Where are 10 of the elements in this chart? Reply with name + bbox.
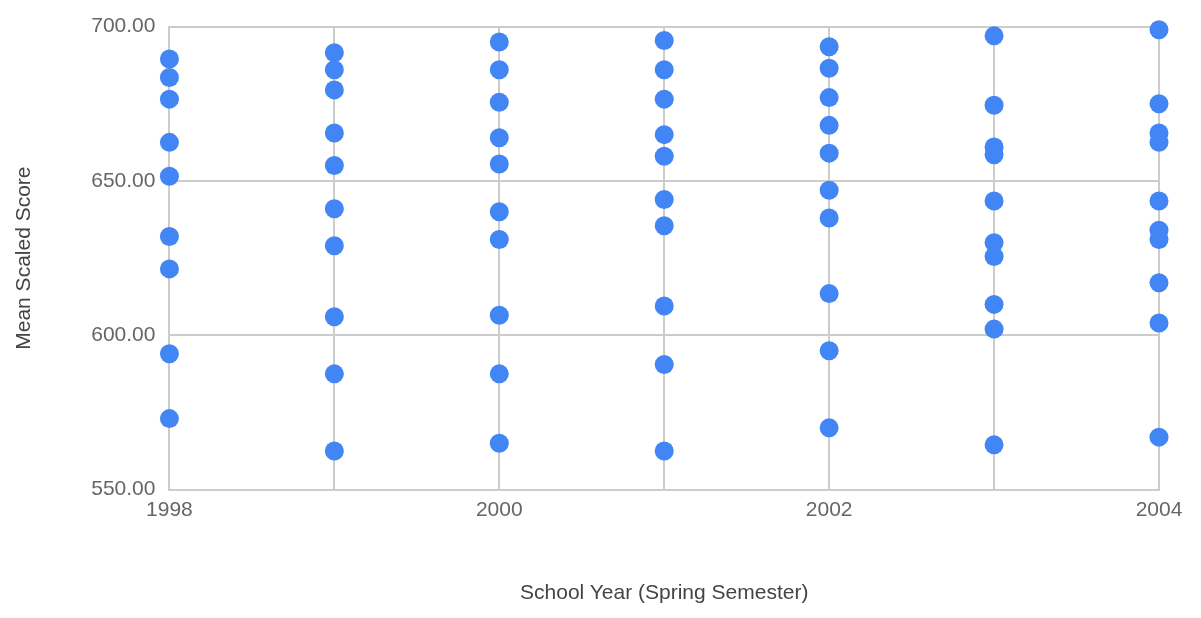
- y-tick-label: 600.00: [91, 322, 156, 346]
- y-tick-label: 650.00: [91, 167, 156, 191]
- x-tick-label: 2004: [1135, 497, 1183, 520]
- y-axis-title: Mean Scaled Score: [11, 166, 35, 350]
- y-tick-label: 700.00: [91, 13, 156, 37]
- x-tick-label: 2002: [805, 497, 853, 520]
- x-tick-label: 1998: [146, 497, 193, 520]
- x-tick-label: 2000: [475, 497, 523, 520]
- x-axis-title: School Year (Spring Semester): [520, 580, 809, 604]
- y-tick-label: 550.00: [91, 476, 156, 500]
